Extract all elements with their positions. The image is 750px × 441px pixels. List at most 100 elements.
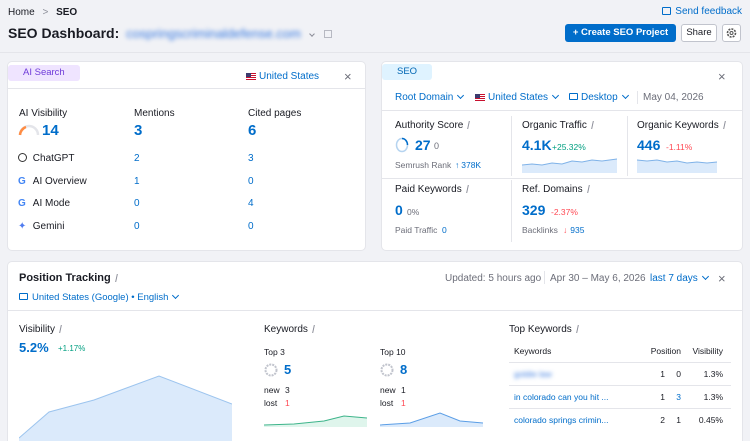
info-icon[interactable] — [59, 325, 65, 333]
close-icon[interactable]: × — [344, 69, 352, 84]
seo-tag-label: SEO — [397, 66, 418, 77]
info-icon[interactable] — [722, 121, 729, 129]
authority-score-delta: 0 — [434, 141, 440, 151]
chevron-down-icon — [457, 91, 465, 100]
organic-keywords-label: Organic Keywords — [637, 120, 729, 131]
feedback-icon — [662, 7, 672, 15]
chevron-down-icon — [701, 272, 709, 281]
seo-date: May 04, 2026 — [643, 92, 704, 103]
project-domain[interactable]: cospringscriminaldefense.com — [126, 26, 301, 41]
device-select[interactable]: Desktop — [569, 91, 629, 103]
device-label: Desktop — [581, 92, 618, 103]
info-icon[interactable] — [586, 185, 593, 193]
header-divider — [544, 271, 545, 284]
info-icon[interactable] — [465, 185, 472, 193]
seo-country-select[interactable]: United States — [475, 91, 560, 103]
ai-source-name: AI Mode — [32, 198, 71, 209]
filter-divider — [637, 91, 638, 104]
share-button[interactable]: Share — [681, 24, 717, 42]
gear-icon — [726, 28, 737, 38]
backlinks-label: Backlinks — [522, 225, 558, 235]
ai-source-cited[interactable]: 4 — [248, 198, 254, 209]
visibility-value[interactable]: 5.2% — [19, 340, 49, 355]
breadcrumb-home[interactable]: Home — [8, 7, 35, 18]
organic-keywords-value[interactable]: 446 — [637, 137, 661, 153]
chevron-down-icon — [172, 291, 180, 300]
info-icon[interactable] — [575, 325, 582, 333]
ref-domains-delta: -2.37% — [551, 207, 578, 217]
ai-source-cited[interactable]: 0 — [248, 176, 254, 187]
ai-search-tag: AI Search — [8, 65, 80, 81]
column-header: Keywords — [514, 345, 552, 356]
settings-button[interactable] — [722, 24, 741, 42]
semrush-rank-value[interactable]: ↑ 378K — [455, 160, 482, 170]
ai-source-mentions[interactable]: 0 — [134, 198, 140, 209]
top3-value[interactable]: 5 — [284, 362, 292, 377]
seo-card: SEO × Root Domain United States Desktop … — [382, 62, 742, 250]
ai-search-country-select[interactable]: United States — [246, 71, 319, 82]
keyword-visibility: 1.3% — [703, 368, 723, 379]
ai-source-cited[interactable]: 0 — [248, 221, 254, 232]
top10-lost: lost 1 — [380, 398, 406, 408]
top3-lost: lost 1 — [264, 398, 290, 408]
page-title: SEO Dashboard: cospringscriminaldefense.… — [8, 25, 332, 41]
seo-filters-divider — [382, 110, 742, 111]
column-header: Position — [650, 345, 681, 356]
position-tracking-location[interactable]: United States (Google) • English — [19, 291, 180, 303]
semrush-rank-label: Semrush Rank — [395, 160, 452, 170]
ai-source-mentions[interactable]: 1 — [134, 176, 140, 187]
breadcrumb: Home > SEO — [8, 7, 77, 18]
organic-traffic-delta: +25.32% — [552, 142, 586, 152]
backlinks-value[interactable]: ↓ 935 — [563, 225, 585, 235]
info-icon[interactable] — [312, 325, 318, 333]
top3-ring-icon — [264, 363, 278, 377]
mentions-value[interactable]: 3 — [134, 122, 143, 139]
create-seo-project-button[interactable]: + Create SEO Project — [565, 24, 676, 42]
ref-domains-value[interactable]: 329 — [522, 202, 546, 218]
date-range: Apr 30 – May 6, 2026 — [550, 273, 646, 284]
organic-traffic-label: Organic Traffic — [522, 120, 597, 131]
root-domain-select[interactable]: Root Domain — [395, 91, 465, 103]
ai-source-mentions[interactable]: 2 — [134, 153, 140, 164]
external-link-icon[interactable] — [323, 30, 332, 38]
paid-keywords-value[interactable]: 0 — [395, 202, 403, 218]
keyword-visibility: 0.45% — [698, 414, 723, 425]
close-icon[interactable]: × — [718, 271, 726, 286]
period-select[interactable]: last 7 days — [650, 272, 709, 284]
close-icon[interactable]: × — [718, 69, 726, 84]
seo-country-label: United States — [488, 92, 549, 103]
breadcrumb-separator: > — [42, 7, 49, 18]
desktop-icon — [569, 93, 578, 100]
cited-pages-value[interactable]: 6 — [248, 122, 257, 139]
info-icon[interactable] — [114, 274, 121, 282]
top3-label: Top 3 — [264, 347, 285, 357]
organic-traffic-value[interactable]: 4.1K — [522, 137, 552, 153]
info-icon[interactable] — [467, 121, 474, 129]
metric-divider — [627, 116, 628, 176]
google-icon: G — [18, 198, 26, 209]
ai-visibility-value[interactable]: 14 — [42, 122, 59, 139]
ai-source-mentions[interactable]: 0 — [134, 221, 140, 232]
ai-source-row: ChatGPT 2 3 — [18, 153, 348, 164]
authority-score-value[interactable]: 27 — [415, 137, 431, 153]
top10-value[interactable]: 8 — [400, 362, 408, 377]
updated-text: Updated: 5 hours ago — [445, 273, 542, 284]
keywords-label: Keywords — [264, 324, 318, 335]
organic-keywords-delta: -1.11% — [666, 142, 693, 152]
domain-dropdown-icon[interactable] — [309, 31, 315, 37]
table-header-row: Keywords Position Visibility — [509, 340, 731, 362]
ai-search-card: AI Search United States × AI Visibility … — [8, 62, 365, 250]
top10-ring-icon — [380, 363, 394, 377]
keyword-link[interactable]: goldie law — [514, 368, 552, 379]
ai-source-name: ChatGPT — [32, 153, 75, 164]
keyword-link[interactable]: colorado springs crimin... — [514, 414, 609, 425]
ai-source-cited[interactable]: 3 — [248, 153, 254, 164]
keyword-link[interactable]: in colorado can you hit ... — [514, 391, 609, 402]
send-feedback-link[interactable]: Send feedback — [662, 6, 742, 17]
top10-new: new 1 — [380, 385, 406, 395]
paid-traffic-value[interactable]: 0 — [442, 225, 447, 235]
top-keywords-table: Keywords Position Visibility goldie law … — [509, 340, 731, 431]
info-icon[interactable] — [590, 121, 597, 129]
